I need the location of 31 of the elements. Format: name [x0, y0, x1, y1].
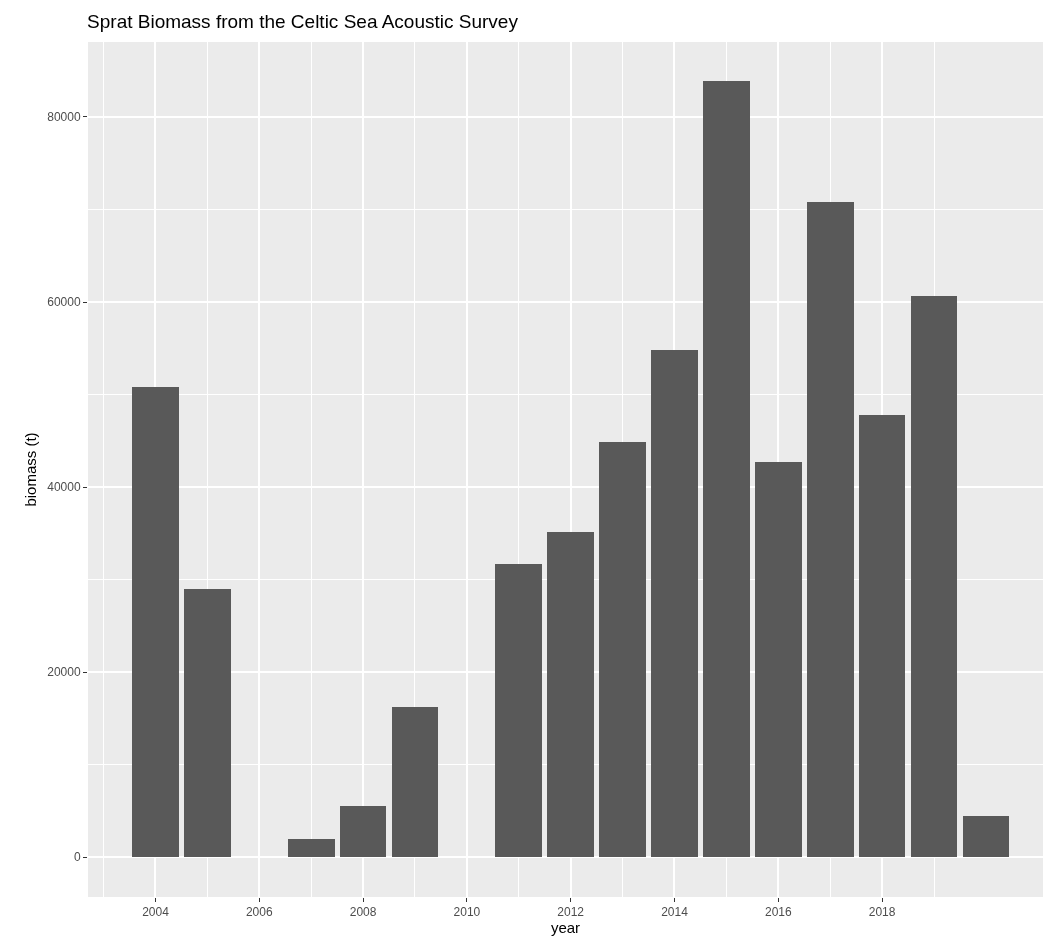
x-tick-label: 2018 — [868, 905, 896, 920]
bar — [184, 589, 231, 857]
y-tick-label: 20000 — [47, 665, 81, 680]
x-tick-label: 2014 — [661, 905, 689, 920]
bar — [495, 564, 542, 857]
y-tick-label: 60000 — [47, 295, 81, 310]
x-tick-label: 2016 — [764, 905, 792, 920]
bar — [651, 350, 698, 857]
bar — [859, 415, 905, 857]
x-tick-label: 2010 — [453, 905, 481, 920]
bar — [807, 202, 854, 857]
x-tick-label: 2004 — [142, 905, 170, 920]
bar — [340, 806, 386, 857]
bar — [755, 462, 802, 857]
bar — [547, 532, 594, 857]
x-tick-label: 2012 — [557, 905, 585, 920]
bar — [963, 816, 1009, 857]
y-axis-title: biomass (t) — [22, 432, 40, 507]
y-tick-label: 0 — [73, 850, 81, 865]
bar — [392, 707, 438, 857]
x-axis-title: year — [550, 919, 581, 937]
bar — [132, 387, 179, 857]
bar — [703, 81, 750, 857]
bar — [288, 839, 335, 857]
y-tick-label: 80000 — [47, 110, 81, 125]
x-tick-label: 2006 — [245, 905, 273, 920]
bar — [911, 296, 957, 857]
x-tick-label: 2008 — [349, 905, 377, 920]
y-tick-label: 40000 — [47, 480, 81, 495]
chart-title: Sprat Biomass from the Celtic Sea Acoustic Survey — [87, 10, 519, 32]
bar — [599, 442, 646, 857]
